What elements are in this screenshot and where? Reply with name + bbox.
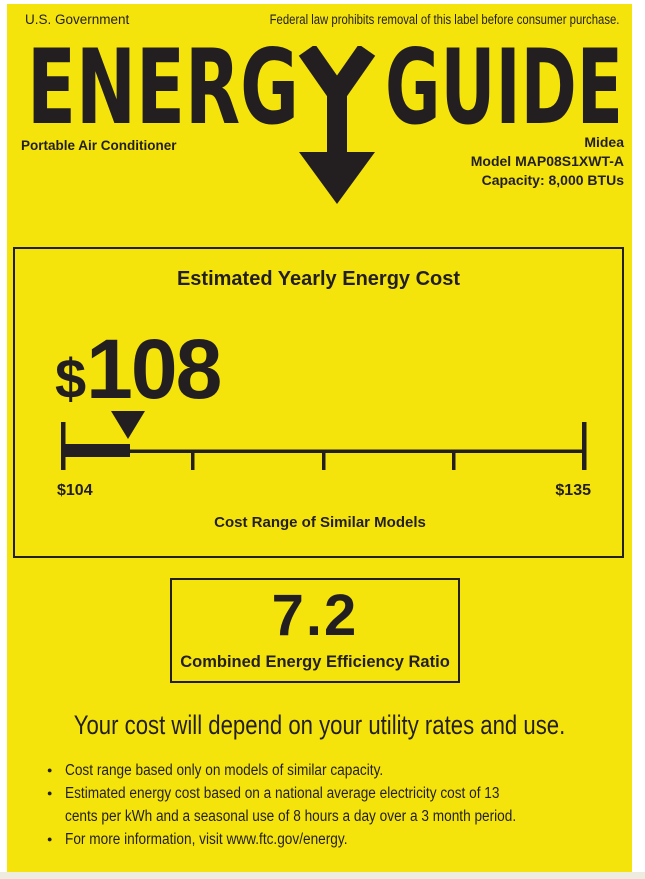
scale-caption: Cost Range of Similar Models — [214, 514, 426, 531]
footnotes-list: Cost range based only on models of simil… — [47, 759, 578, 851]
cost-range-scale: $104 $135 Cost Range of Similar Models — [57, 411, 591, 531]
brand-text: Midea — [584, 134, 624, 150]
cost-box-title: Estimated Yearly Energy Cost — [176, 268, 461, 290]
ceer-caption: Combined Energy Efficiency Ratio — [180, 653, 450, 671]
footnote-estimated-cost: Estimated energy cost based on a nationa… — [47, 782, 578, 828]
estimated-cost-box: Estimated Yearly Energy Cost $108 $104 $… — [13, 247, 624, 558]
ceer-box: 7.2 Combined Energy Efficiency Ratio — [170, 578, 460, 683]
estimated-yearly-cost-value: $108 — [55, 327, 222, 421]
footnote-text: For more information, visit www.ftc.gov/… — [65, 831, 348, 848]
utility-rates-disclaimer: Your cost will depend on your utility ra… — [73, 710, 566, 740]
footnote-text: cents per kWh and a seasonal use of 8 ho… — [65, 808, 517, 825]
product-type-text: Portable Air Conditioner — [21, 138, 177, 153]
scan-edge-strip — [0, 872, 645, 879]
footnote-more-info: For more information, visit www.ftc.gov/… — [47, 828, 578, 851]
us-government-text: U.S. Government — [25, 12, 130, 27]
federal-notice-text: Federal law prohibits removal of this la… — [269, 12, 619, 27]
logo-word-guide: GUIDE — [385, 46, 623, 148]
scale-axis — [61, 411, 587, 470]
product-info-block: Midea Model MAP08S1XWT-A Capacity: 8,000… — [471, 133, 624, 190]
ceer-value: 7.2 — [271, 583, 359, 648]
capacity-text: Capacity: 8,000 BTUs — [481, 172, 624, 188]
scale-min-label: $104 — [57, 482, 93, 499]
model-text: Model MAP08S1XWT-A — [470, 153, 624, 169]
footnote-text: Cost range based only on models of simil… — [65, 762, 384, 779]
energyguide-logo: ENERG GUIDE — [27, 46, 623, 204]
logo-word-energ: ENERG — [27, 46, 299, 148]
cost-marker-arrow-icon — [111, 411, 145, 439]
energy-guide-label: U.S. Government Federal law prohibits re… — [7, 4, 632, 875]
dollar-sign: $ — [55, 347, 87, 410]
footnote-cost-range: Cost range based only on models of simil… — [47, 759, 578, 782]
cost-amount: 108 — [86, 322, 222, 416]
logo-y-down-arrow-icon — [298, 46, 376, 204]
footnote-text: Estimated energy cost based on a nationa… — [65, 785, 500, 802]
range-highlight-bar — [61, 444, 130, 457]
scale-max-label: $135 — [555, 482, 591, 499]
